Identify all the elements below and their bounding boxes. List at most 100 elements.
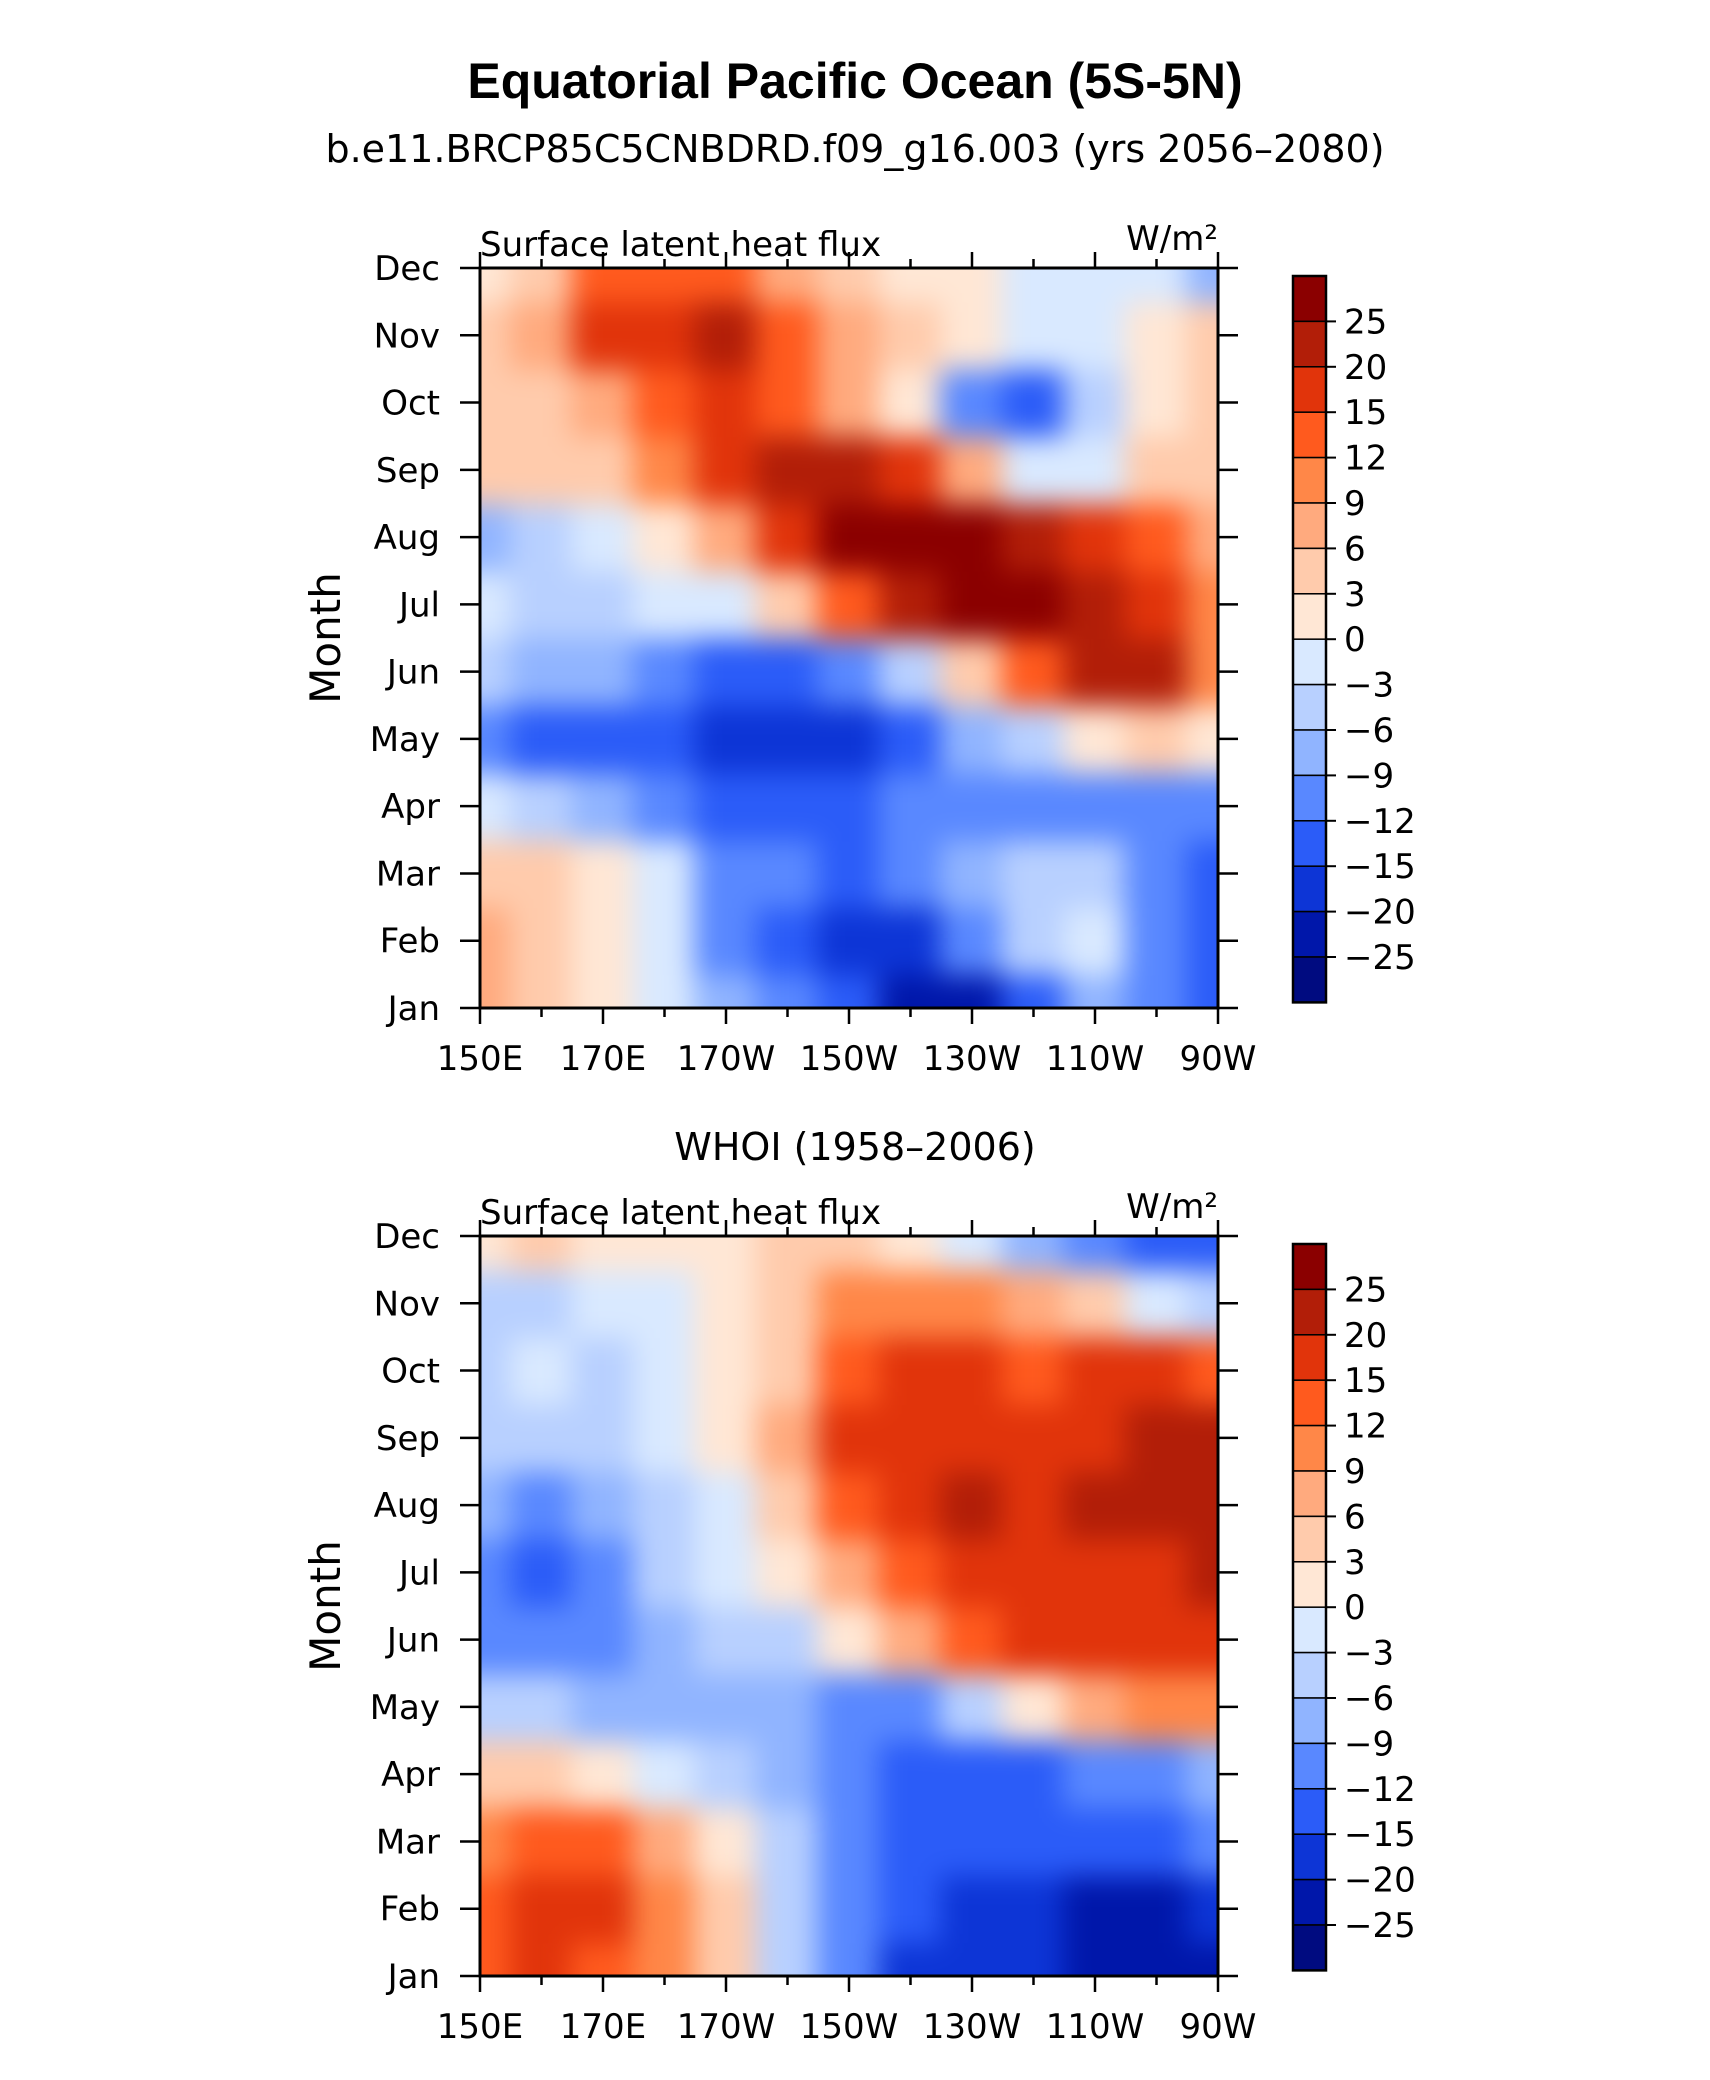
colorbar-box <box>1292 502 1327 550</box>
x-tick-label: 130W <box>923 2007 1022 2047</box>
heatmap-cell <box>878 771 943 841</box>
heatmap-cell <box>1186 1403 1218 1473</box>
colorbar-box <box>1292 956 1327 1004</box>
colorbar-box <box>1292 1742 1327 1790</box>
heatmap-cell <box>509 1403 574 1473</box>
colorbar-label: −3 <box>1344 666 1394 706</box>
heatmap-cell <box>1124 435 1189 505</box>
heatmap-cell <box>817 1470 881 1540</box>
heatmap-cell <box>755 1268 820 1338</box>
heatmap-cell <box>694 1537 758 1607</box>
heatmap-cell <box>509 838 574 909</box>
heatmap-cell <box>940 502 1004 572</box>
colorbar-box <box>1292 820 1327 867</box>
heatmap-cell <box>571 906 635 976</box>
heatmap-cell <box>755 1236 820 1271</box>
colorbar-label: −20 <box>1344 893 1416 933</box>
heatmap-cell <box>480 1672 512 1742</box>
heatmap-cell <box>940 1874 1004 1944</box>
x-tick-label: 150W <box>800 2007 899 2047</box>
heatmap-cell <box>1063 1335 1127 1406</box>
colorbar-label: −25 <box>1344 1906 1416 1946</box>
units-label: W/m² <box>1126 1187 1218 1227</box>
heatmap-cell <box>632 1672 697 1742</box>
heatmap-cell <box>817 300 881 370</box>
colorbar: 25 20 15 12 9 6 3 0 −3 −6 −9 −12 −15 −20 −25 <box>1291 1242 1416 1972</box>
heatmap-cell <box>480 637 512 707</box>
heatmap-cell <box>632 1941 697 1976</box>
y-tick-label: Jul <box>397 585 440 625</box>
heatmap-cell <box>817 1672 881 1742</box>
heatmap-cell <box>940 1941 1004 1976</box>
heatmap-cell <box>878 1335 943 1406</box>
heatmap-cell <box>878 300 943 370</box>
heatmap-cell <box>878 502 943 572</box>
heatmap-cell <box>571 973 635 1008</box>
heatmap-cell <box>878 838 943 909</box>
heatmap-cell <box>1186 502 1218 572</box>
heatmap-cell <box>1124 1537 1189 1607</box>
heatmap-cell <box>755 704 820 774</box>
heatmap-cell <box>1186 906 1218 976</box>
heatmap-cell <box>480 838 512 909</box>
heatmap-cell <box>1001 973 1066 1008</box>
heatmap-cell <box>1186 973 1218 1008</box>
heatmap-cell <box>755 1941 820 1976</box>
heatmap-cell <box>694 1335 758 1406</box>
heatmap-cell <box>1063 704 1127 774</box>
heatmap-cell <box>509 569 574 639</box>
colorbar-box <box>1292 1424 1327 1472</box>
y-tick-label: Nov <box>374 1284 440 1324</box>
heatmap-cell <box>509 906 574 976</box>
heatmap-cell <box>817 569 881 639</box>
heatmap-cell <box>755 1874 820 1944</box>
heatmap-cell <box>632 771 697 841</box>
heatmap-cell <box>1001 435 1066 505</box>
heatmap-cell <box>632 838 697 909</box>
heatmap-cell <box>940 973 1004 1008</box>
heatmap-cell <box>509 1739 574 1809</box>
heatmap-cell <box>755 1470 820 1540</box>
heatmap-cell <box>632 502 697 572</box>
heatmap-panel-2: WHOI (1958–2006) Surface latent heat flux… <box>301 1125 1416 2047</box>
heatmap-cell <box>1001 771 1066 841</box>
heatmap-cell <box>571 435 635 505</box>
heatmap-cell <box>694 1941 758 1976</box>
heatmap-cell <box>1063 1268 1127 1338</box>
heatmap-cell <box>755 906 820 976</box>
heatmap-cell <box>817 1236 881 1271</box>
heatmap-cell <box>694 771 758 841</box>
heatmap-cell <box>1063 569 1127 639</box>
colorbar-box <box>1292 1924 1327 1972</box>
heatmap-cell <box>1124 1806 1189 1877</box>
heatmap-cell <box>1063 1874 1127 1944</box>
heatmap-cell <box>571 367 635 438</box>
heatmap-cell <box>878 1470 943 1540</box>
colorbar-label: 12 <box>1344 1407 1387 1447</box>
colorbar-label: −15 <box>1344 847 1416 887</box>
heatmap-cell <box>694 1672 758 1742</box>
heatmap-cell <box>632 569 697 639</box>
x-tick-label: 110W <box>1046 1039 1145 1079</box>
heatmap-cell <box>571 1268 635 1338</box>
y-tick-label: May <box>370 720 440 760</box>
heatmap-cell <box>509 1874 574 1944</box>
heatmap-cell <box>571 502 635 572</box>
heatmap-cell <box>632 704 697 774</box>
heatmap-cell <box>509 435 574 505</box>
heatmap-cell <box>940 771 1004 841</box>
colorbar-box <box>1292 275 1327 323</box>
heatmap-cell <box>940 637 1004 707</box>
heatmap-cell <box>940 268 1004 303</box>
heatmap-cell <box>632 973 697 1008</box>
heatmap-cell <box>1186 367 1218 438</box>
colorbar-label: 15 <box>1344 393 1387 433</box>
colorbar-box <box>1292 1788 1327 1835</box>
heatmap-cell <box>571 637 635 707</box>
colorbar-label: 3 <box>1344 1543 1366 1583</box>
colorbar-label: −12 <box>1344 802 1416 842</box>
heatmap-cell <box>480 1537 512 1607</box>
heatmap-cell <box>1001 1605 1066 1675</box>
x-tick-label: 150E <box>437 2007 523 2047</box>
heatmap-cell <box>480 771 512 841</box>
